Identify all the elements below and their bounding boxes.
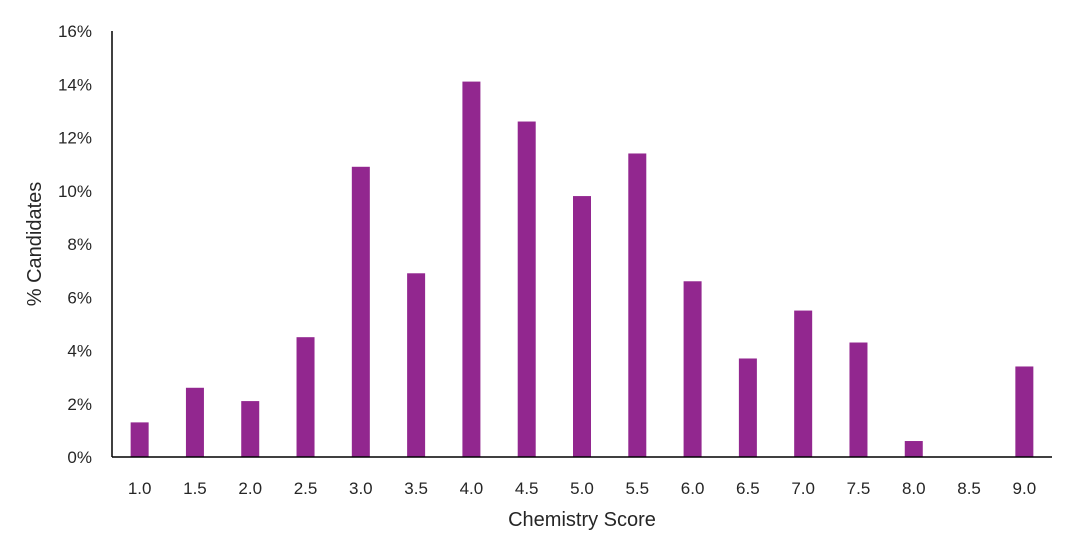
x-tick-label: 5.0: [570, 479, 594, 498]
x-tick-label: 7.5: [847, 479, 871, 498]
x-tick-label: 5.5: [625, 479, 649, 498]
x-tick-label: 8.0: [902, 479, 926, 498]
x-tick-label: 1.0: [128, 479, 152, 498]
bar-5.0: [573, 196, 591, 457]
x-tick-label: 6.5: [736, 479, 760, 498]
x-tick-label: 2.5: [294, 479, 318, 498]
bar-5.5: [628, 153, 647, 457]
bar-1.0: [130, 422, 149, 457]
x-tick-label: 3.0: [349, 479, 373, 498]
bars-group: [130, 81, 1034, 458]
bar-2.5: [296, 337, 315, 457]
x-tick-label: 2.0: [238, 479, 262, 498]
bar-6.0: [683, 281, 702, 457]
bar-7.5: [849, 342, 868, 457]
y-tick-labels: 0% 2% 4% 6% 8% 10% 12% 14% 16%: [58, 22, 92, 467]
y-tick-label: 12%: [58, 129, 92, 148]
bar-4.0: [462, 81, 481, 458]
y-tick-label: 10%: [58, 182, 92, 201]
x-tick-label: 1.5: [183, 479, 207, 498]
y-tick-label: 6%: [67, 288, 92, 307]
y-tick-label: 8%: [67, 235, 92, 254]
bar-3.0: [351, 166, 370, 457]
bar-1.5: [185, 387, 204, 457]
bar-3.5: [407, 273, 426, 457]
y-tick-label: 2%: [67, 395, 92, 414]
y-tick-label: 4%: [67, 342, 92, 361]
bar-6.5: [738, 358, 757, 457]
bar-4.5: [517, 121, 536, 458]
y-tick-label: 0%: [67, 448, 92, 467]
y-tick-label: 14%: [58, 75, 92, 94]
x-tick-label: 7.0: [791, 479, 815, 498]
x-axis-title: Chemistry Score: [508, 509, 656, 531]
x-tick-label: 8.5: [957, 479, 981, 498]
x-tick-labels: 1.0 1.5 2.0 2.5 3.0 3.5 4.0 4.5 5.0 5.5 6.0 6.5 7.0 7…: [128, 479, 1036, 498]
bar-9.0: [1015, 366, 1034, 457]
bar-8.0: [904, 441, 923, 457]
x-tick-label: 3.5: [404, 479, 428, 498]
x-tick-label: 4.5: [515, 479, 539, 498]
y-axis-title: % Candidates: [24, 182, 46, 307]
bar-7.0: [794, 310, 813, 457]
x-tick-label: 6.0: [681, 479, 705, 498]
bar-2.0: [241, 401, 260, 457]
x-tick-label: 9.0: [1013, 479, 1037, 498]
x-tick-label: 4.0: [460, 479, 484, 498]
y-tick-label: 16%: [58, 22, 92, 41]
